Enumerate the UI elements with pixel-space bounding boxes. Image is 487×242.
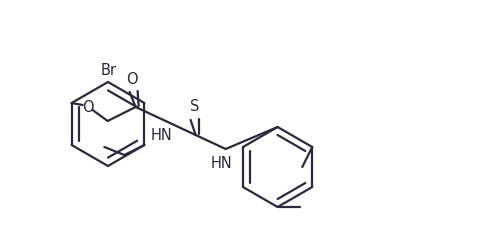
Text: HN: HN — [211, 156, 232, 171]
Text: O: O — [82, 99, 94, 114]
Text: O: O — [126, 72, 137, 87]
Text: S: S — [190, 99, 199, 114]
Text: HN: HN — [151, 128, 172, 143]
Text: Br: Br — [101, 63, 117, 78]
